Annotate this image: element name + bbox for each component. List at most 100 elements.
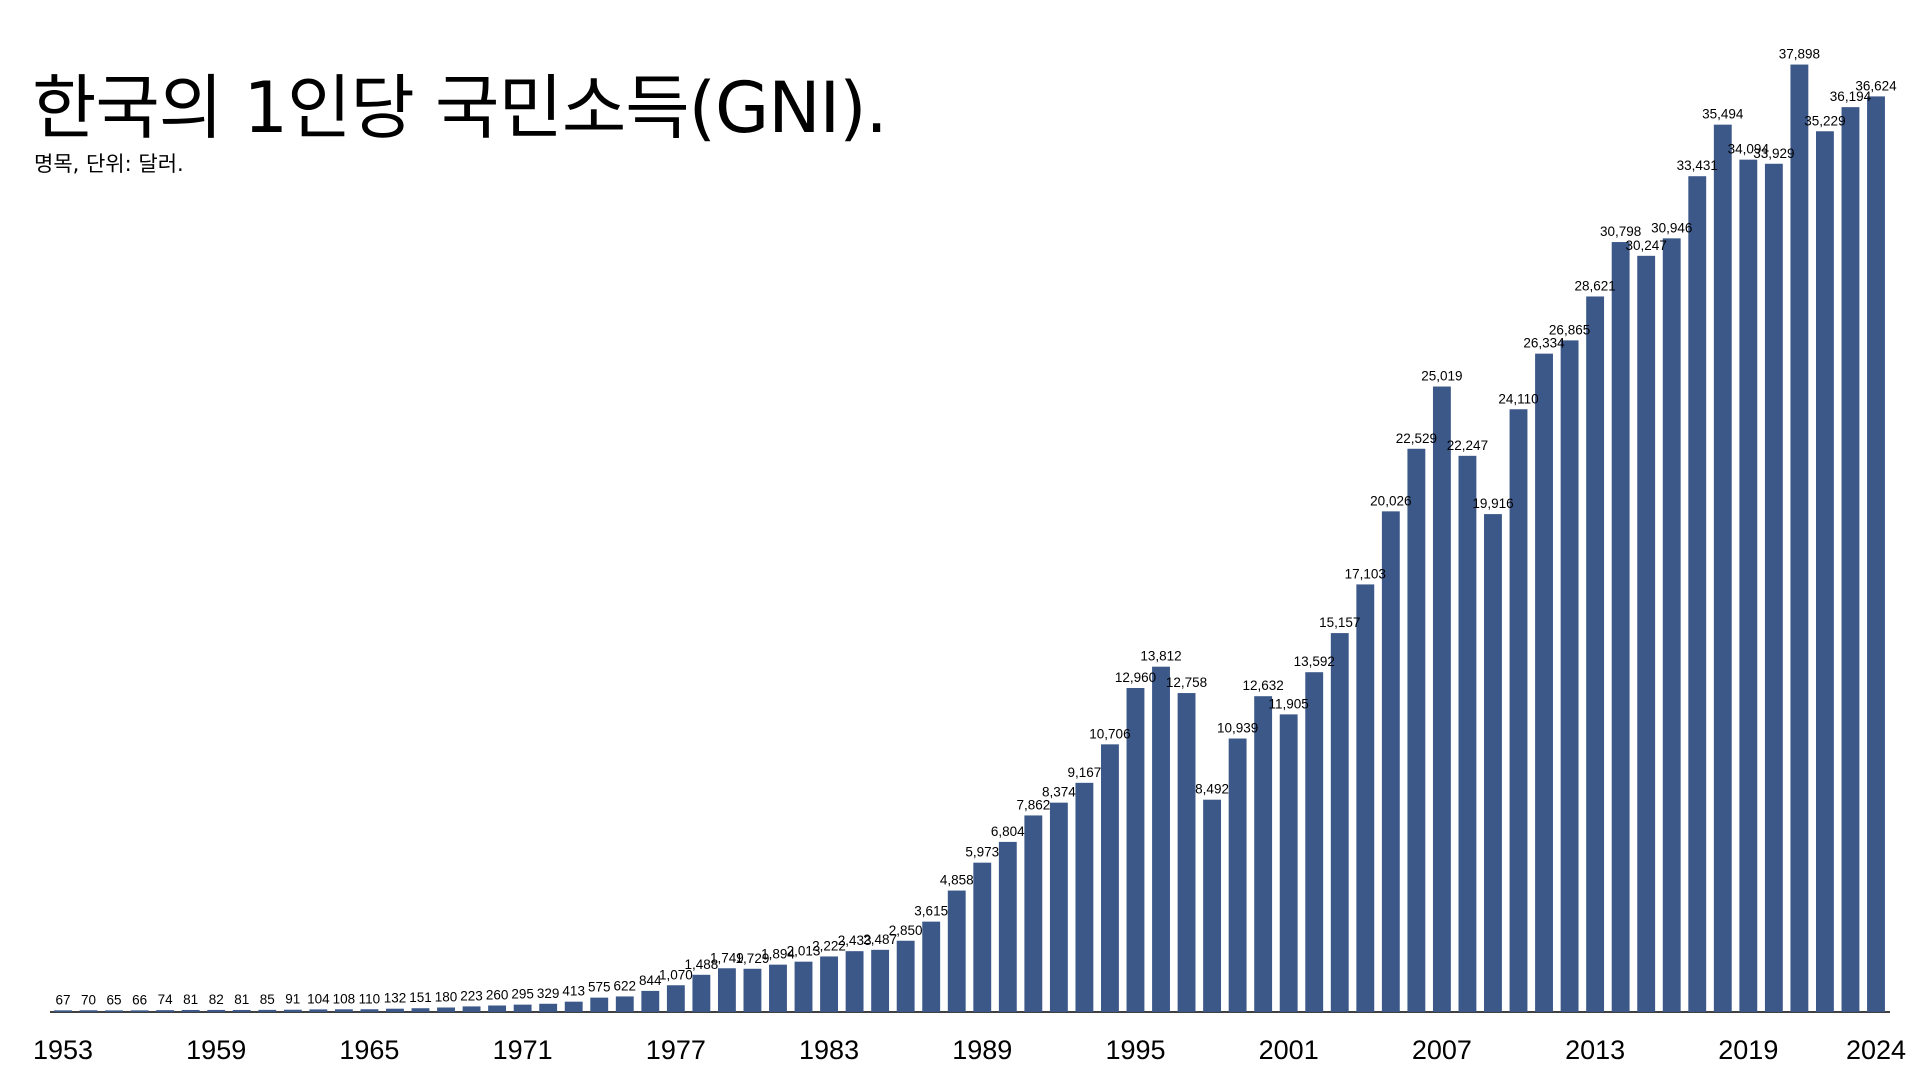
bar-2016 xyxy=(1662,238,1681,1013)
data-label-1963: 104 xyxy=(307,991,330,1006)
data-label-2022: 35,229 xyxy=(1804,113,1845,128)
bar-1967 xyxy=(411,1008,430,1013)
data-label-1955: 65 xyxy=(107,992,122,1007)
bar-1987 xyxy=(922,921,941,1013)
bar-1993 xyxy=(1075,782,1094,1013)
bar-2022 xyxy=(1815,131,1834,1012)
bar-2019 xyxy=(1739,159,1758,1012)
bar-1998 xyxy=(1203,799,1222,1012)
chart-title: 한국의 1인당 국민소득(GNI). xyxy=(32,67,888,149)
data-label-1957: 74 xyxy=(158,992,174,1007)
x-tick-label-1977: 1977 xyxy=(646,1035,706,1065)
bar-1955 xyxy=(105,1010,123,1013)
x-tick-label-1959: 1959 xyxy=(186,1035,246,1065)
bar-1989 xyxy=(973,862,992,1012)
bar-2024 xyxy=(1867,96,1885,1012)
bar-1977 xyxy=(666,985,685,1012)
bar-2003 xyxy=(1330,633,1349,1013)
bar-1984 xyxy=(845,951,864,1012)
bar-2021 xyxy=(1790,64,1809,1013)
data-label-2010: 24,110 xyxy=(1498,391,1538,406)
data-label-2011: 26,334 xyxy=(1523,336,1565,351)
x-tick-label-2013: 2013 xyxy=(1565,1035,1625,1065)
data-label-1994: 10,706 xyxy=(1089,726,1130,741)
bar-1957 xyxy=(156,1010,175,1012)
bar-2000 xyxy=(1254,696,1273,1012)
data-label-2014: 30,798 xyxy=(1600,224,1641,239)
data-label-2020: 33,929 xyxy=(1753,146,1794,161)
data-labels-group: 67 70 65 66 74 81 82 81 85 91 104 108 110 132 151 180 22… xyxy=(55,47,1897,1008)
bar-1983 xyxy=(820,956,838,1012)
bar-2012 xyxy=(1560,340,1579,1013)
data-label-1980: 1,729 xyxy=(736,951,770,966)
data-label-1982: 2,013 xyxy=(787,944,821,959)
data-label-1990: 6,804 xyxy=(991,824,1025,839)
bar-2017 xyxy=(1688,176,1707,1013)
data-label-1999: 10,939 xyxy=(1217,721,1258,736)
data-label-1961: 85 xyxy=(260,992,275,1007)
data-label-1988: 4,858 xyxy=(940,873,974,888)
bar-1992 xyxy=(1049,802,1068,1012)
x-tick-label-1983: 1983 xyxy=(799,1035,859,1065)
bar-1995 xyxy=(1126,688,1145,1012)
data-label-1970: 260 xyxy=(486,988,509,1003)
x-tick-labels-group: 1953 1959 1965 1971 1977 1983 1989 1995 2001 2007… xyxy=(33,1035,1906,1065)
data-label-1971: 295 xyxy=(511,987,534,1002)
data-label-2015: 30,247 xyxy=(1626,238,1667,253)
bar-1956 xyxy=(130,1010,149,1012)
data-label-2016: 30,946 xyxy=(1651,220,1692,235)
data-label-1974: 575 xyxy=(588,980,611,995)
bar-1999 xyxy=(1228,738,1247,1012)
bar-1962 xyxy=(283,1009,302,1012)
data-label-2006: 22,529 xyxy=(1396,431,1437,446)
data-label-1985: 2,487 xyxy=(863,932,897,947)
data-label-2000: 12,632 xyxy=(1243,678,1284,693)
data-label-2007: 25,019 xyxy=(1421,369,1462,384)
data-label-1979: 1,749 xyxy=(710,950,744,965)
bar-1974 xyxy=(590,997,609,1013)
data-label-2005: 20,026 xyxy=(1370,493,1411,508)
chart-subtitle: 명목, 단위: 달러. xyxy=(34,152,184,176)
data-label-1986: 2,850 xyxy=(889,923,923,938)
x-tick-label-2007: 2007 xyxy=(1412,1035,1472,1065)
bar-1985 xyxy=(871,949,890,1013)
data-label-1975: 622 xyxy=(614,978,637,993)
bar-1994 xyxy=(1101,744,1119,1012)
bar-1981 xyxy=(769,964,787,1012)
data-label-1991: 7,862 xyxy=(1016,797,1050,812)
bar-1970 xyxy=(488,1005,507,1012)
data-label-1956: 66 xyxy=(132,992,147,1007)
data-label-1989: 5,973 xyxy=(965,845,999,860)
bar-2010 xyxy=(1509,409,1528,1012)
bars-group xyxy=(54,64,1885,1013)
data-label-1972: 329 xyxy=(537,986,560,1001)
data-label-1968: 180 xyxy=(435,990,458,1005)
data-label-1973: 413 xyxy=(562,984,585,999)
data-label-1960: 81 xyxy=(234,992,249,1007)
data-label-1958: 81 xyxy=(183,992,198,1007)
bar-1986 xyxy=(896,940,915,1012)
bar-2020 xyxy=(1764,163,1783,1012)
bar-1966 xyxy=(386,1008,404,1012)
bar-2002 xyxy=(1305,672,1324,1012)
bar-1996 xyxy=(1152,666,1170,1012)
data-label-1966: 132 xyxy=(384,991,407,1006)
data-label-1978: 1,488 xyxy=(684,957,718,972)
bar-1971 xyxy=(513,1004,532,1013)
data-label-2021: 37,898 xyxy=(1779,47,1820,62)
x-tick-label-1989: 1989 xyxy=(952,1035,1012,1065)
x-tick-label-1965: 1965 xyxy=(339,1035,399,1065)
data-label-1977: 1,070 xyxy=(659,967,693,982)
data-label-2019: 34,094 xyxy=(1728,142,1770,157)
data-label-1953: 67 xyxy=(55,992,70,1007)
data-label-1998: 8,492 xyxy=(1195,782,1229,797)
bar-1988 xyxy=(947,890,966,1012)
bar-1953 xyxy=(54,1010,72,1013)
bar-1972 xyxy=(539,1003,558,1012)
data-label-2004: 17,103 xyxy=(1345,566,1386,581)
bar-1979 xyxy=(717,968,736,1012)
data-label-2001: 11,905 xyxy=(1269,696,1309,711)
bar-2009 xyxy=(1484,514,1502,1012)
bar-1963 xyxy=(309,1009,328,1012)
bar-1982 xyxy=(794,961,813,1012)
